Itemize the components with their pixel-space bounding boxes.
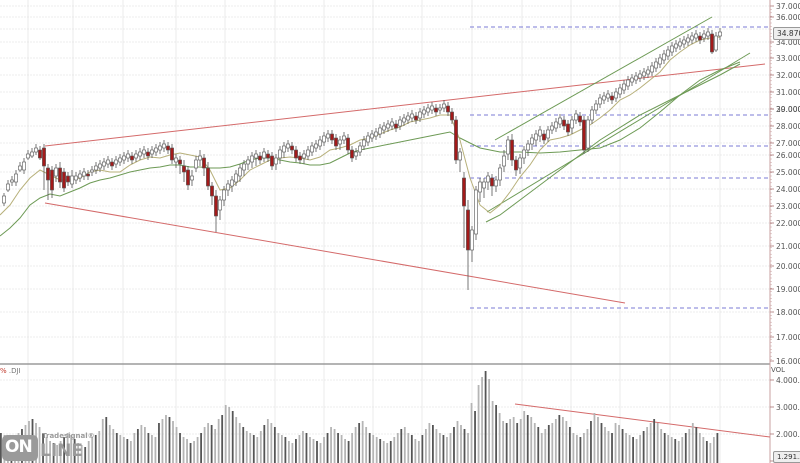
- svg-text:24.000,0: 24.000,0: [776, 185, 800, 194]
- volume-axis-label: VOL: [771, 366, 786, 374]
- svg-text:21.000,0: 21.000,0: [776, 242, 800, 251]
- svg-text:33.000,0: 33.000,0: [776, 54, 800, 63]
- moving-averages: [0, 36, 741, 237]
- logo-line-text: LINE: [40, 441, 83, 461]
- legend-instrument: .DJI: [8, 367, 21, 375]
- svg-text:3.000.00: 3.000.00: [776, 403, 800, 412]
- chart-legend: % .DJI: [0, 367, 21, 375]
- legend-pct: %: [0, 367, 7, 375]
- svg-text:27.000,0: 27.000,0: [776, 139, 800, 148]
- svg-text:31.000,0: 31.000,0: [776, 88, 800, 97]
- trendlines: [44, 16, 771, 438]
- chart-grid: [0, 0, 771, 463]
- svg-text:23.000,0: 23.000,0: [776, 202, 800, 211]
- logo-box: [2, 435, 38, 461]
- horizontal-levels: [470, 26, 770, 309]
- logo-brand-text: Tradesignal®: [42, 432, 95, 440]
- svg-text:2.000.00: 2.000.00: [776, 430, 800, 439]
- svg-text:37.000,0: 37.000,0: [776, 2, 800, 11]
- svg-text:25.000,0: 25.000,0: [776, 168, 800, 177]
- svg-text:36.000,0: 36.000,0: [776, 13, 800, 22]
- svg-text:20.000,0: 20.000,0: [776, 262, 800, 271]
- svg-text:22.000,0: 22.000,0: [776, 219, 800, 228]
- tradesignal-logo: ON Tradesignal® LINE: [2, 431, 102, 463]
- svg-text:28.000,0: 28.000,0: [776, 122, 800, 131]
- last-price-badge: 34.870,1: [773, 27, 800, 40]
- svg-text:34.000,0: 34.000,0: [776, 38, 800, 47]
- svg-text:17.000,0: 17.000,0: [776, 333, 800, 342]
- svg-text:30.000,0: 30.000,0: [776, 105, 800, 114]
- svg-text:19.000,0: 19.000,0: [776, 285, 800, 294]
- svg-text:26.000,0: 26.000,0: [776, 151, 800, 160]
- svg-text:18.000,0: 18.000,0: [776, 308, 800, 317]
- logo-on-text: ON: [5, 437, 33, 457]
- svg-text:32.000,0: 32.000,0: [776, 71, 800, 80]
- svg-text:4.000.00: 4.000.00: [776, 376, 800, 385]
- svg-text:16.000,0: 16.000,0: [776, 357, 800, 366]
- volume-bars: [0, 371, 719, 463]
- last-volume-badge: 1.291.32: [773, 451, 800, 463]
- price-axis: 37.000,0 36.000,0 34.000,0 33.000,0 32.000,0…: [770, 2, 800, 463]
- svg-text:29.000,0: 29.000,0: [776, 105, 800, 114]
- candlesticks: [2, 28, 722, 290]
